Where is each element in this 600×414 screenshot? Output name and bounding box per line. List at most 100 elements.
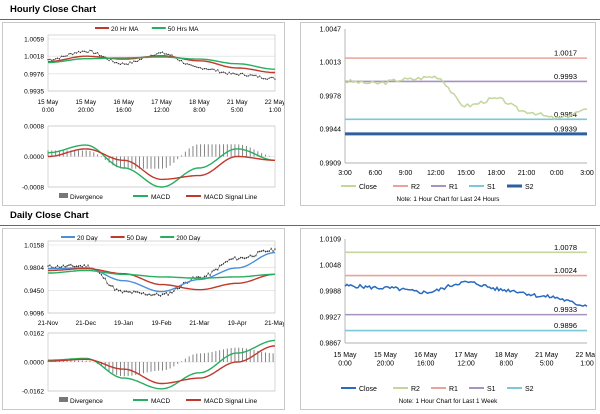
price-plot-frame <box>47 34 276 92</box>
macd-line <box>48 339 276 390</box>
price-x-tick-label: 5:00 <box>231 107 244 114</box>
ma-line-0 <box>48 55 275 74</box>
chart-note: Note: 1 Hour Chart for Last 24 Hours <box>397 196 500 203</box>
macd-y-tick-label: 0.0000 <box>24 360 44 367</box>
right-y-tick-label: 1.0013 <box>320 60 342 67</box>
hourly-section-title: Hourly Close Chart <box>10 4 97 15</box>
price-close-line <box>47 248 276 297</box>
price-y-tick-label: 0.9450 <box>24 288 44 295</box>
right-legend-label: S1 <box>487 184 496 191</box>
macd-y-tick-label: -0.0162 <box>22 389 44 396</box>
right-x-tick-label: 12:00 <box>457 361 475 368</box>
price-y-tick-label: 0.9976 <box>24 71 44 78</box>
price-x-tick-label: 21-Dec <box>76 320 96 327</box>
macd-legend-label: MACD <box>151 398 170 405</box>
level-label-s1: 0.9954 <box>554 110 577 119</box>
right-legend-label: S2 <box>525 386 534 393</box>
macd-legend-label: Divergence <box>70 194 103 201</box>
macd-legend-label: Divergence <box>70 398 103 405</box>
right-x-tick-label: 20:00 <box>377 361 395 368</box>
macd-line <box>47 144 276 188</box>
price-x-tick-label: 0:00 <box>42 107 55 114</box>
right-x-tick-label: 0:00 <box>550 170 564 177</box>
price-x-tick-label: 19-Feb <box>152 320 172 327</box>
right-y-tick-label: 0.9988 <box>320 289 342 296</box>
macd-y-tick-label: 0.0008 <box>24 124 44 131</box>
right-legend-label: R1 <box>449 386 458 393</box>
price-y-tick-label: 0.9935 <box>24 89 44 96</box>
right-legend-label: S1 <box>487 386 496 393</box>
right-x-tick-label: 3:00 <box>338 170 352 177</box>
price-x-tick-label: 21-Nov <box>38 320 59 327</box>
level-label-s2: 0.9939 <box>554 124 577 133</box>
right-x-tick-label: 6:00 <box>368 170 382 177</box>
price-x-tick-label: 19-Jan <box>114 320 134 327</box>
price-x-tick-label: 21-May <box>265 320 285 327</box>
price-close-line <box>47 50 276 80</box>
right-x-tick-label: 15 May <box>334 352 357 359</box>
right-x-tick-label: 21 May <box>535 352 558 359</box>
level-label-s2: 0.9896 <box>554 321 577 330</box>
right-x-tick-label: 8:00 <box>500 361 514 368</box>
macd-legend-label: MACD <box>151 194 170 201</box>
price-x-tick-label: 18 May <box>189 99 211 106</box>
right-x-tick-label: 17 May <box>455 352 478 359</box>
right-legend-label: R2 <box>411 386 420 393</box>
daily-left-panel: 20 Day 50 Day 200 Day 1.0158 0.9804 0.9450 0.9… <box>2 228 286 410</box>
hourly-right-panel: 1.0047 1.0013 0.9978 0.9944 0.9909 1.0017 0.99… <box>300 22 596 206</box>
right-y-tick-label: 0.9909 <box>320 161 342 168</box>
right-x-tick-label: 5:00 <box>540 361 554 368</box>
close-line <box>344 75 588 121</box>
price-x-tick-label: 19-Apr <box>228 320 247 327</box>
right-legend-label: Close <box>359 386 377 393</box>
price-x-tick-label: 15 May <box>76 99 98 106</box>
right-x-tick-label: 3:00 <box>580 170 594 177</box>
right-y-tick-label: 1.0109 <box>320 237 342 244</box>
price-legend-label: 50 Hrs MA <box>168 26 199 33</box>
daily-section-title: Daily Close Chart <box>10 210 89 221</box>
price-x-tick-label: 16:00 <box>116 107 132 114</box>
right-x-tick-label: 22 May <box>576 352 595 359</box>
right-x-tick-label: 12:00 <box>427 170 445 177</box>
right-legend-label: R2 <box>411 184 420 191</box>
right-y-tick-label: 0.9927 <box>320 315 342 322</box>
price-y-tick-label: 0.9096 <box>24 311 44 318</box>
price-legend-label: 20 Hr MA <box>111 26 139 33</box>
right-legend-label: R1 <box>449 184 458 191</box>
right-legend-label: Close <box>359 184 377 191</box>
price-x-tick-label: 22 May <box>265 99 284 106</box>
price-x-tick-label: 12:00 <box>154 107 170 114</box>
right-x-tick-label: 15 May <box>374 352 397 359</box>
price-x-tick-label: 8:00 <box>193 107 206 114</box>
price-x-tick-label: 21-Mar <box>189 320 209 327</box>
right-x-tick-label: 0:00 <box>338 361 352 368</box>
level-label-r2: 1.0017 <box>554 49 577 58</box>
macd-signal-line <box>48 148 275 181</box>
daily-price-macd-chart: 20 Day 50 Day 200 Day 1.0158 0.9804 0.9450 0.9… <box>22 235 286 405</box>
hourly-close-levels-chart: 1.0047 1.0013 0.9978 0.9944 0.9909 1.0017 0.99… <box>320 27 594 204</box>
ma-line-2 <box>48 269 275 279</box>
price-x-tick-label: 21 May <box>227 99 249 106</box>
ma-line-0 <box>48 251 276 293</box>
price-x-tick-label: 16 May <box>113 99 135 106</box>
right-x-tick-label: 9:00 <box>399 170 413 177</box>
price-x-tick-label: 1:00 <box>269 107 282 114</box>
macd-legend-label: MACD Signal Line <box>204 194 257 201</box>
right-x-tick-label: 1:00 <box>580 361 594 368</box>
macd-y-tick-label: -0.0008 <box>22 185 44 192</box>
daily-title-rule <box>0 225 600 226</box>
right-x-tick-label: 18 May <box>495 352 518 359</box>
right-x-tick-label: 15:00 <box>457 170 475 177</box>
right-y-tick-label: 0.9944 <box>320 127 342 134</box>
macd-legend-label: MACD Signal Line <box>204 398 257 405</box>
daily-close-levels-chart: 1.0109 1.0048 0.9988 0.9927 0.9867 1.0078 1.00… <box>320 237 599 406</box>
level-label-r1: 0.9993 <box>554 72 577 81</box>
price-y-tick-label: 1.0059 <box>24 37 44 44</box>
right-y-tick-label: 1.0048 <box>320 263 342 270</box>
price-legend-label: 50 Day <box>127 235 148 242</box>
price-y-tick-label: 1.0158 <box>24 243 44 250</box>
hourly-title-rule <box>0 19 600 20</box>
price-legend-label: 20 Day <box>77 235 98 242</box>
level-label-s1: 0.9933 <box>554 305 577 314</box>
right-y-tick-label: 1.0047 <box>320 27 342 34</box>
